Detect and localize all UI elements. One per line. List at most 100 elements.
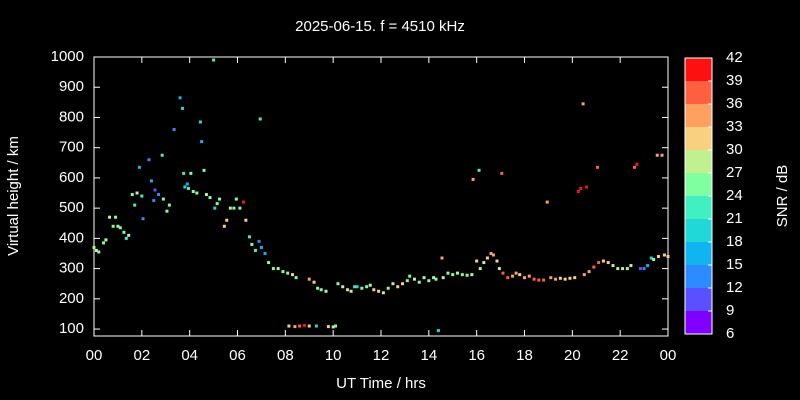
data-point	[582, 273, 586, 277]
data-point	[238, 206, 242, 210]
data-point	[202, 168, 206, 172]
data-point	[353, 285, 357, 289]
data-point	[341, 285, 345, 289]
data-point	[294, 276, 298, 280]
data-point	[225, 218, 229, 222]
data-point	[161, 197, 165, 201]
data-point	[470, 273, 474, 277]
data-point	[616, 267, 620, 271]
data-point	[518, 273, 522, 277]
data-point	[307, 277, 311, 281]
data-point	[611, 264, 615, 268]
colorbar-band	[685, 81, 712, 104]
x-tick-label: 10	[325, 347, 342, 364]
data-point	[601, 259, 605, 263]
data-point	[114, 215, 118, 219]
data-point	[198, 120, 202, 124]
data-point	[258, 117, 262, 121]
data-point	[185, 182, 189, 186]
colorbar-band	[685, 219, 712, 242]
data-point	[257, 239, 261, 243]
data-point	[405, 279, 409, 283]
data-point	[396, 285, 400, 289]
colorbar-tick-label: 12	[726, 279, 743, 296]
colorbar-tick-label: 27	[726, 164, 743, 181]
data-point	[579, 186, 583, 190]
data-point	[160, 153, 164, 157]
data-point	[234, 197, 238, 201]
y-tick-label: 300	[59, 260, 84, 277]
data-point	[140, 194, 144, 198]
data-point	[489, 251, 493, 255]
data-point	[595, 165, 599, 169]
colorbar-band	[685, 127, 712, 150]
data-point	[497, 267, 501, 271]
y-tick-label: 500	[59, 199, 84, 216]
data-point	[244, 218, 248, 222]
data-point	[573, 276, 577, 280]
data-point	[451, 273, 455, 277]
data-point	[104, 238, 108, 242]
data-point	[92, 245, 96, 249]
x-tick-label: 04	[181, 347, 198, 364]
data-point	[124, 236, 128, 240]
data-point	[133, 203, 137, 207]
y-tick-label: 900	[59, 78, 84, 95]
data-point	[475, 259, 479, 263]
data-point	[500, 171, 504, 175]
data-point	[365, 285, 369, 289]
x-tick-label: 00	[660, 347, 677, 364]
data-point	[287, 324, 291, 328]
data-point	[477, 168, 481, 172]
data-point	[360, 286, 364, 290]
data-point	[417, 280, 421, 284]
data-point	[408, 274, 412, 278]
y-tick-label: 800	[59, 108, 84, 125]
colorbar-band	[685, 173, 712, 196]
data-point	[568, 276, 572, 280]
colorbar-tick-label: 39	[726, 72, 743, 89]
data-point	[587, 270, 591, 274]
data-point	[307, 324, 311, 328]
data-point	[554, 277, 558, 281]
y-tick-label: 400	[59, 229, 84, 246]
data-point	[655, 153, 659, 157]
colorbar-tick-label: 6	[726, 325, 734, 342]
data-point	[549, 276, 553, 280]
colorbar-band	[685, 311, 712, 334]
data-point	[212, 58, 216, 62]
data-point	[642, 267, 646, 271]
data-point	[172, 128, 176, 132]
data-point	[259, 245, 263, 249]
data-point	[298, 324, 302, 328]
data-point	[276, 267, 280, 271]
data-point	[127, 233, 131, 237]
data-point	[537, 278, 541, 282]
data-point	[213, 206, 217, 210]
data-point	[247, 235, 251, 239]
y-axis-label: Virtual height / km	[5, 136, 22, 256]
data-point	[157, 193, 161, 197]
data-point	[482, 261, 486, 265]
data-point	[130, 193, 134, 197]
data-point	[377, 289, 381, 293]
data-point	[281, 270, 285, 274]
data-point	[491, 253, 495, 257]
data-point	[241, 200, 245, 204]
data-point	[355, 285, 359, 289]
data-point	[581, 102, 585, 106]
colorbar-tick-label: 9	[726, 302, 734, 319]
data-point	[271, 267, 275, 271]
data-point	[116, 224, 120, 228]
data-point	[165, 209, 169, 213]
data-point	[527, 274, 531, 278]
colorbar-tick-label: 30	[726, 141, 743, 158]
data-point	[460, 273, 464, 277]
data-point	[633, 165, 637, 169]
colorbar-band	[685, 58, 712, 81]
colorbar-tick-label: 15	[726, 256, 743, 273]
data-point	[208, 196, 212, 200]
data-point	[629, 264, 633, 268]
colorbar-band	[685, 288, 712, 311]
